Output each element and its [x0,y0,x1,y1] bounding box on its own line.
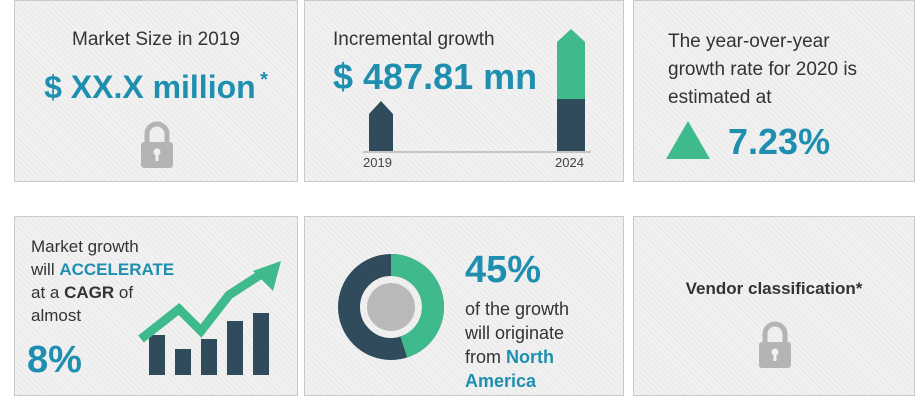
cagr-emphasis: CAGR [64,283,115,302]
yoy-text: The year-over-year growth rate for 2020 … [668,28,857,112]
cagr-line-2: will ACCELERATE [31,260,175,279]
vendor-classification-card: Vendor classification* [633,216,915,396]
region-share-card: 45% of the growth will originate from No… [304,216,624,396]
growth-chart-icon [138,261,281,375]
region-line-4: America [465,371,537,391]
cagr-line-4: almost [31,306,82,325]
accelerate-emphasis: ACCELERATE [59,260,175,279]
market-size-value-row: $ XX.X million * [15,69,297,106]
region-share-value: 45% [465,249,542,291]
yoy-growth-card: The year-over-year growth rate for 2020 … [633,0,915,182]
up-triangle-icon [666,121,710,159]
bar-2024-green [557,29,585,99]
vendor-classification-title: Vendor classification* [685,279,863,298]
yoy-line-1: The year-over-year [668,31,830,52]
incremental-growth-title: Incremental growth [333,29,495,50]
market-size-title: Market Size in 2019 [72,29,240,50]
incremental-growth-value: $ 487.81 mn [333,56,538,97]
cagr-value: 8% [27,339,82,381]
market-size-value: $ XX.X million [44,69,256,105]
growth-bars-icon [363,29,591,153]
incremental-growth-card: Incremental growth $ 487.81 mn 2019 2024 [304,0,624,182]
bar-2019 [369,101,393,151]
yoy-value: 7.23% [728,121,831,162]
cagr-card: Market growth will ACCELERATE at a CAGR … [14,216,298,396]
yoy-line-3: estimated at [668,87,772,108]
year-start-label: 2019 [363,155,392,170]
cagr-text: Market growth will ACCELERATE at a CAGR … [31,235,174,327]
donut-chart-icon [338,254,444,360]
region-line-3: from North [465,347,555,367]
cagr-line-3: at a CAGR of [31,283,134,302]
cagr-line-1: Market growth [31,237,139,256]
market-size-card: Market Size in 2019 $ XX.X million * [14,0,298,182]
region-line-2: will originate [465,323,565,343]
region-name-emphasis: North [506,347,555,367]
yoy-line-2: growth rate for 2020 is [668,59,858,80]
market-size-asterisk: * [260,69,268,91]
bar-2024-navy [557,99,585,151]
region-share-text: of the growth will originate from North … [465,297,569,393]
lock-icon [141,121,173,168]
lock-icon [759,321,791,368]
region-line-1: of the growth [465,299,570,319]
year-end-label: 2024 [555,155,584,170]
